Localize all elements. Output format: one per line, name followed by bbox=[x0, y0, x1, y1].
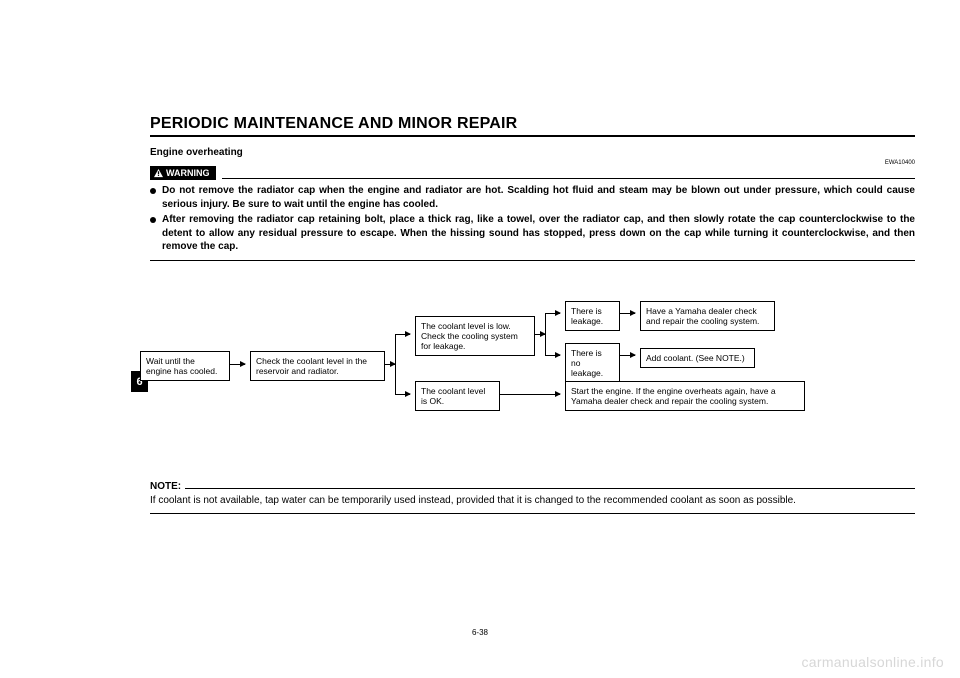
flow-node-no-leakage: There is no leakage. bbox=[565, 343, 620, 384]
flow-arrow bbox=[545, 355, 560, 356]
flow-node-start-engine: Start the engine. If the engine overheat… bbox=[565, 381, 805, 411]
note-heading-row: NOTE: bbox=[150, 481, 915, 492]
flow-node-wait: Wait until the engine has cooled. bbox=[140, 351, 230, 381]
divider bbox=[150, 513, 915, 514]
section-subtitle: Engine overheating bbox=[150, 147, 915, 158]
flow-node-check-level: Check the coolant level in the reservoir… bbox=[250, 351, 385, 381]
flow-connector bbox=[545, 313, 546, 356]
divider bbox=[150, 260, 915, 261]
bullet-text: After removing the radiator cap retainin… bbox=[162, 213, 915, 254]
bullet-text: Do not remove the radiator cap when the … bbox=[162, 184, 915, 211]
flow-connector bbox=[395, 334, 396, 395]
note-body: If coolant is not available, tap water c… bbox=[150, 494, 915, 507]
note-rule bbox=[185, 488, 915, 489]
flow-connector bbox=[535, 334, 545, 335]
warning-rule bbox=[222, 178, 916, 179]
flow-connector bbox=[385, 364, 395, 365]
flowchart: Wait until the engine has cooled. Check … bbox=[140, 301, 915, 431]
note-heading: NOTE: bbox=[150, 481, 181, 492]
warning-icon bbox=[154, 169, 163, 178]
warning-badge: WARNING bbox=[150, 166, 216, 180]
page-content: PERIODIC MAINTENANCE AND MINOR REPAIR En… bbox=[150, 115, 915, 514]
flow-arrow bbox=[620, 355, 635, 356]
page-number: 6-38 bbox=[0, 628, 960, 637]
flow-arrow bbox=[500, 394, 560, 395]
bullet-item: After removing the radiator cap retainin… bbox=[150, 213, 915, 254]
flow-node-ok: The coolant level is OK. bbox=[415, 381, 500, 411]
warning-label: WARNING bbox=[166, 168, 210, 178]
flow-node-dealer: Have a Yamaha dealer check and repair th… bbox=[640, 301, 775, 331]
flow-node-low: The coolant level is low. Check the cool… bbox=[415, 316, 535, 357]
warning-bullets: Do not remove the radiator cap when the … bbox=[150, 184, 915, 254]
flow-arrow bbox=[545, 313, 560, 314]
watermark: carmanualsonline.info bbox=[802, 654, 945, 670]
bullet-dot bbox=[150, 188, 156, 194]
flow-arrow bbox=[230, 364, 245, 365]
flow-node-leakage: There is leakage. bbox=[565, 301, 620, 331]
flow-node-add-coolant: Add coolant. (See NOTE.) bbox=[640, 348, 755, 368]
bullet-item: Do not remove the radiator cap when the … bbox=[150, 184, 915, 211]
flow-arrow bbox=[395, 334, 410, 335]
bullet-dot bbox=[150, 217, 156, 223]
flow-arrow bbox=[395, 394, 410, 395]
page-title: PERIODIC MAINTENANCE AND MINOR REPAIR bbox=[150, 115, 915, 137]
warning-row: WARNING bbox=[150, 166, 915, 180]
flow-arrow bbox=[620, 313, 635, 314]
